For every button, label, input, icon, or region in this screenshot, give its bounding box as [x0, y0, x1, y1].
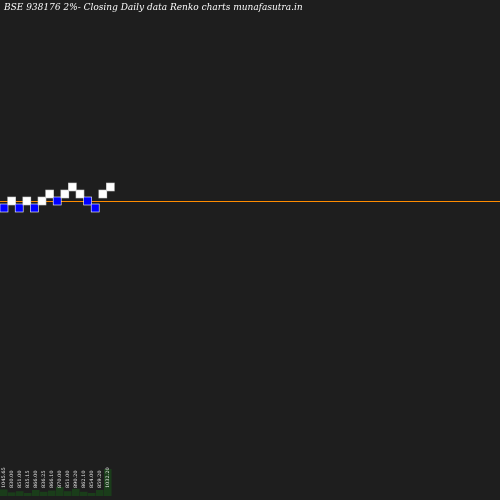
- volume-price-label: 851.00: [17, 471, 23, 489]
- volume-bar: [40, 491, 48, 496]
- renko-brick-down: [0, 203, 9, 213]
- volume-price-label: 835.15: [25, 471, 31, 489]
- volume-price-label: 854.00: [89, 471, 95, 489]
- renko-brick-up: [98, 189, 108, 199]
- volume-price-label: 890.20: [73, 471, 79, 489]
- volume-price-label: 836.25: [41, 471, 47, 489]
- volume-bar: [8, 492, 16, 496]
- renko-brick-up: [75, 189, 85, 199]
- volume-bar: [16, 491, 24, 496]
- renko-brick-down: [52, 196, 62, 206]
- renko-brick-up: [22, 196, 32, 206]
- chart-title: BSE 938176 2%- Closing Daily data Renko …: [3, 3, 303, 13]
- volume-bar: [88, 493, 96, 496]
- volume-price-label: 862.10: [81, 471, 87, 489]
- renko-bricks: [0, 182, 115, 213]
- renko-brick-down: [14, 203, 24, 213]
- renko-brick-up: [37, 196, 47, 206]
- volume-bar: [32, 490, 40, 496]
- renko-brick-up: [106, 182, 115, 192]
- volume-bar: [48, 490, 56, 496]
- volume-price-label: 851.00: [65, 471, 71, 489]
- volume-bar: [56, 487, 64, 496]
- renko-brick-down: [30, 203, 39, 213]
- volume-bar: [96, 490, 104, 496]
- volume-price-label: 866.10: [49, 471, 55, 489]
- renko-brick-up: [7, 196, 16, 206]
- renko-brick-up: [45, 189, 54, 199]
- renko-brick-up: [60, 189, 70, 199]
- volume-bar: [80, 491, 88, 496]
- volume-bar: [0, 489, 8, 496]
- volume-labels: 1045.65 830.00 851.00 835.15 866.00 836.25 866…: [1, 467, 111, 488]
- renko-brick-down: [83, 196, 92, 206]
- volume-price-label: 870.00: [57, 471, 63, 489]
- volume-bar: [104, 469, 112, 496]
- volume-price-label: 1032.20: [105, 467, 111, 488]
- renko-brick-up: [68, 182, 77, 192]
- volume-price-label: 859.20: [97, 471, 103, 489]
- volume-bar: [72, 488, 80, 496]
- volume-bar: [24, 493, 32, 496]
- volume-price-label: 830.00: [9, 471, 15, 489]
- volume-price-label: 1045.65: [1, 467, 7, 488]
- volume-bar: [64, 491, 72, 496]
- renko-brick-down: [90, 203, 100, 213]
- volume-price-label: 866.00: [33, 471, 39, 489]
- volume-bars: [0, 469, 112, 496]
